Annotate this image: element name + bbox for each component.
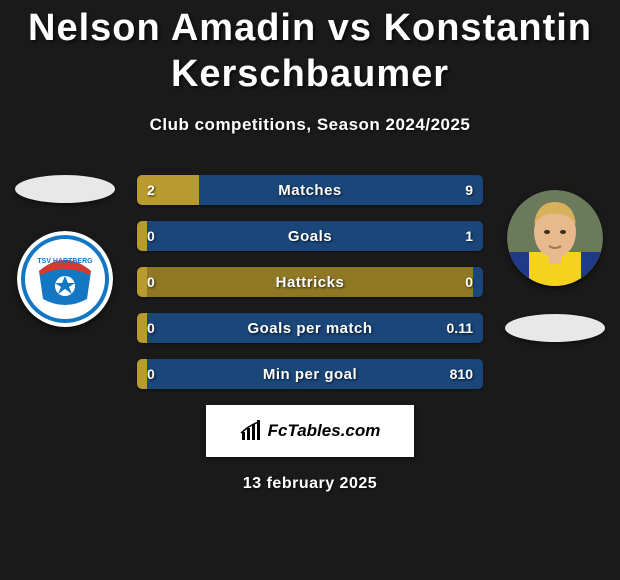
stat-bar-right-fill — [147, 359, 483, 389]
player-right-avatar: JAKO — [507, 190, 603, 286]
stat-row: 00Hattricks — [137, 267, 483, 297]
player-left-column: TSV HARTBERG — [10, 175, 120, 327]
club-badge-icon: TSV HARTBERG — [17, 231, 113, 327]
page-title: Nelson Amadin vs Konstantin Kerschbaumer — [0, 0, 620, 97]
stat-bar-right-fill — [199, 175, 483, 205]
player-left-club-badge: TSV HARTBERG — [17, 231, 113, 327]
stat-bar-track — [137, 175, 483, 205]
brand-box[interactable]: FcTables.com — [206, 405, 414, 457]
stat-row: 29Matches — [137, 175, 483, 205]
player-avatar-icon: JAKO — [507, 190, 603, 286]
stat-bar-right-fill — [473, 267, 483, 297]
page-subtitle: Club competitions, Season 2024/2025 — [0, 115, 620, 135]
stat-bar-left-fill — [137, 175, 199, 205]
stats-area: TSV HARTBERG — [0, 175, 620, 389]
stat-bar-left-fill — [137, 313, 147, 343]
stat-bar-right-fill — [147, 221, 483, 251]
svg-text:TSV HARTBERG: TSV HARTBERG — [37, 258, 93, 265]
stat-row: 0810Min per goal — [137, 359, 483, 389]
brand-chart-icon — [240, 420, 262, 442]
stat-bars: 29Matches 01Goals 00Hattricks 00.11Goals pe… — [137, 175, 483, 389]
stat-bar-left-fill — [137, 267, 147, 297]
brand-text: FcTables.com — [268, 421, 381, 441]
stat-bar-track — [137, 313, 483, 343]
player-right-column: JAKO — [500, 190, 610, 342]
stat-bar-right-fill — [147, 313, 483, 343]
stat-bar-track — [137, 221, 483, 251]
player-left-name-plate — [15, 175, 115, 203]
stat-bar-track — [137, 359, 483, 389]
stat-bar-left-fill — [137, 359, 147, 389]
stat-row: 00.11Goals per match — [137, 313, 483, 343]
date-text: 13 february 2025 — [0, 475, 620, 493]
stat-row: 01Goals — [137, 221, 483, 251]
svg-text:JAKO: JAKO — [585, 272, 603, 282]
player-right-name-plate — [505, 314, 605, 342]
stat-bar-neutral-fill — [147, 267, 472, 297]
stat-bar-left-fill — [137, 221, 147, 251]
stat-bar-track — [137, 267, 483, 297]
